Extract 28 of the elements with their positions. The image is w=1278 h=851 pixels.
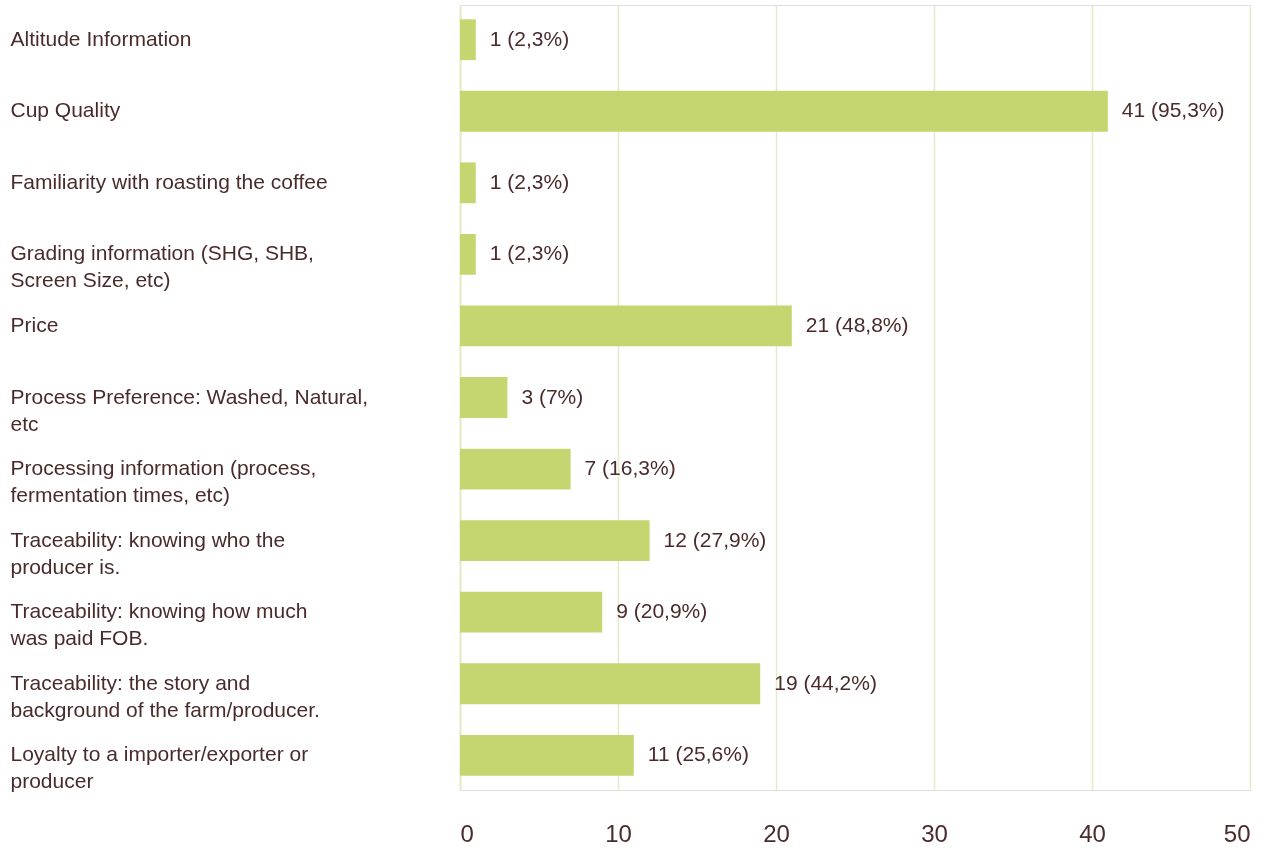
y-tick-label: Cup Quality xyxy=(10,98,121,122)
data-label: 1 (2,3%) xyxy=(489,169,570,193)
x-tick-label: 10 xyxy=(605,819,632,847)
y-tick-label: Processing information (process, fermentation times, etc) xyxy=(10,456,317,507)
y-tick-label: Process Preference: Washed, Natural, etc xyxy=(10,384,369,435)
data-label: 3 (7%) xyxy=(521,384,584,408)
x-tick-label: 0 xyxy=(460,819,474,847)
y-tick-label: Loyalty to a importer/exporter or producer xyxy=(10,742,309,793)
data-label: 11 (25,6%) xyxy=(647,742,749,766)
data-label: 41 (95,3%) xyxy=(1121,98,1225,122)
data-label: 1 (2,3%) xyxy=(489,241,570,265)
data-label: 12 (27,9%) xyxy=(663,527,767,551)
x-tick-label: 30 xyxy=(921,819,948,847)
x-tick-label: 20 xyxy=(763,819,790,847)
y-tick-label: Traceability: the story and background of the farm/producer. xyxy=(10,670,320,721)
y-tick-label: Altitude Information xyxy=(10,26,192,50)
y-tick-label: Traceability: knowing who the producer is. xyxy=(10,527,286,578)
data-label: 7 (16,3%) xyxy=(584,456,676,480)
x-tick-label: 50 xyxy=(1223,819,1251,847)
data-label: 19 (44,2%) xyxy=(774,670,877,694)
y-tick-label: Familiarity with roasting the coffee xyxy=(10,169,328,193)
data-label: 21 (48,8%) xyxy=(805,312,909,336)
data-label: 1 (2,3%) xyxy=(489,26,570,50)
y-tick-label: Grading information (SHG, SHB, Screen Size, etc) xyxy=(10,241,314,292)
data-label: 9 (20,9%) xyxy=(616,599,708,623)
y-tick-label: Traceability: knowing how much was paid FOB. xyxy=(9,599,308,650)
y-tick-label: Price xyxy=(10,312,59,336)
x-tick-label: 40 xyxy=(1079,819,1106,847)
